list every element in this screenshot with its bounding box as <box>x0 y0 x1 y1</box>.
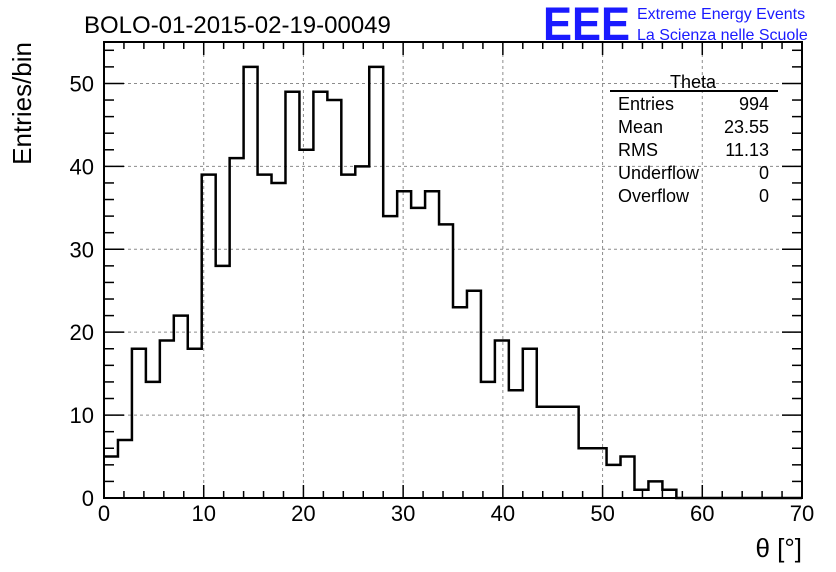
y-tick-label: 30 <box>70 237 94 262</box>
y-tick-label: 0 <box>82 486 94 511</box>
y-tick-label: 50 <box>70 71 94 96</box>
plot-frame <box>103 41 803 499</box>
stats-box-rows: Entries 994 Mean 23.55 RMS 11.13 Underflow 0 Ove… <box>618 94 769 206</box>
eee-logo-mark: EEE <box>543 0 630 50</box>
stats-row-label: Entries <box>618 94 674 114</box>
stats-row-label: Overflow <box>618 186 690 206</box>
x-tick-label: 50 <box>590 501 614 526</box>
stats-row-value: 994 <box>739 94 769 114</box>
x-tick-labels: 0 10 20 30 40 50 60 70 <box>98 501 814 526</box>
eee-logo-line1: Extreme Energy Events <box>637 6 805 23</box>
stats-row-label: Underflow <box>618 163 700 183</box>
x-tick-label: 20 <box>291 501 315 526</box>
y-tick-label: 40 <box>70 154 94 179</box>
y-tick-label: 10 <box>70 403 94 428</box>
stats-row-value: 0 <box>759 186 769 206</box>
stats-row-label: RMS <box>618 140 658 160</box>
grid-lines <box>104 42 802 498</box>
y-tick-labels: 0 10 20 30 40 50 <box>70 71 94 511</box>
x-tick-label: 70 <box>790 501 814 526</box>
x-tick-label: 0 <box>98 501 110 526</box>
chart-title: BOLO-01-2015-02-19-00049 <box>84 12 391 39</box>
stats-box: Theta Entries 994 Mean 23.55 RMS 11.13 Underfl… <box>610 72 778 206</box>
y-axis-title: Entries/bin <box>7 42 37 165</box>
stats-row-value: 11.13 <box>725 140 769 160</box>
eee-logo: EEE Extreme Energy Events La Scienza nel… <box>543 0 808 50</box>
x-tick-label: 10 <box>191 501 215 526</box>
x-tick-label: 60 <box>690 501 714 526</box>
x-tick-label: 30 <box>391 501 415 526</box>
y-tick-label: 20 <box>70 320 94 345</box>
axis-ticks <box>103 42 803 499</box>
stats-row-value: 23.55 <box>724 117 769 137</box>
histogram-outline <box>104 65 802 500</box>
eee-logo-line2: La Scienza nelle Scuole <box>637 27 808 44</box>
x-axis-title: θ [°] <box>755 533 802 563</box>
stats-row-value: 0 <box>759 163 769 183</box>
stats-row-label: Mean <box>618 117 663 137</box>
x-tick-label: 40 <box>491 501 515 526</box>
stats-box-title: Theta <box>670 72 717 92</box>
